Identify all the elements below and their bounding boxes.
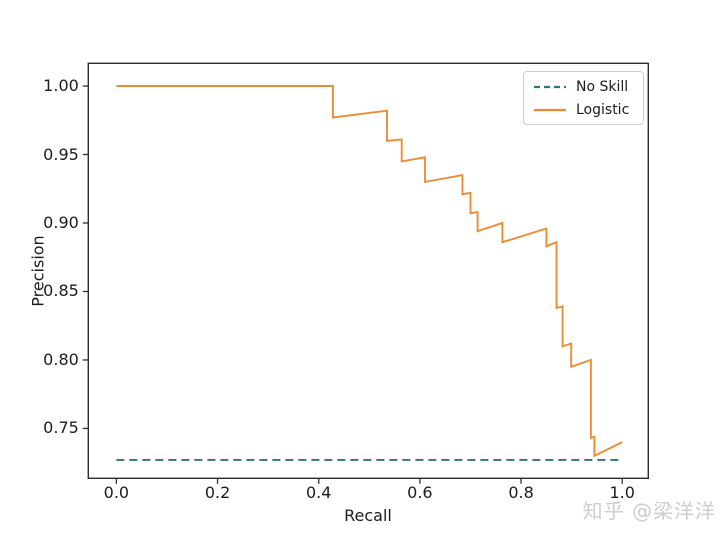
legend-label: No Skill xyxy=(576,78,629,95)
legend-label: Logistic xyxy=(576,101,630,118)
x-tick-label: 0.4 xyxy=(305,483,332,502)
x-tick-label: 0.6 xyxy=(407,483,433,502)
logistic-line xyxy=(116,85,623,458)
legend-box: No Skill Logistic xyxy=(523,71,644,125)
legend-entry: Logistic xyxy=(533,100,635,119)
legend-line-sample-icon xyxy=(534,85,566,88)
watermark-text: 知乎 @梁洋洋 xyxy=(582,499,716,523)
axes-frame xyxy=(87,62,650,479)
x-tick-label: 0.2 xyxy=(204,483,231,502)
x-axis-label: Recall xyxy=(344,506,392,525)
y-tick-label: 0.80 xyxy=(43,349,79,369)
x-tick-label: 0.8 xyxy=(508,483,534,502)
legend-entry: No Skill xyxy=(533,77,635,96)
y-tick-label: 1.00 xyxy=(43,76,79,96)
y-tick-label: 0.90 xyxy=(43,212,79,232)
y-tick-label: 0.85 xyxy=(43,281,79,301)
y-tick-label: 0.95 xyxy=(43,144,79,164)
legend-line-sample-icon xyxy=(534,108,566,111)
x-tick-label: 0.0 xyxy=(103,483,130,502)
y-tick-label: 0.75 xyxy=(43,418,79,438)
x-tick-label: 1.0 xyxy=(609,483,635,502)
